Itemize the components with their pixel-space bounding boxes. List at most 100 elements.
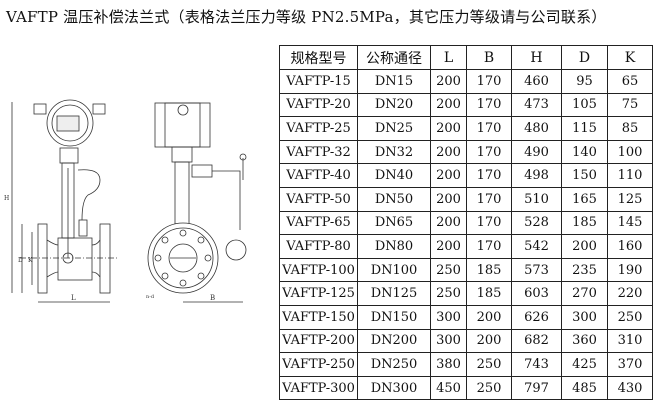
table-cell: DN20 [357,92,431,118]
dim-b-label: B [210,294,215,302]
table-cell: 105 [561,92,608,118]
table-row: VAFTP-50 DN50 200 170 510 165 125 [279,186,653,212]
table-cell: DN15 [357,69,431,94]
table-cell: 125 [607,186,653,212]
table-cell: 200 [430,163,467,188]
table-cell: 200 [430,92,467,118]
table-row: VAFTP-200 DN200 300 200 682 360 310 [279,328,653,354]
side-view: B n-d [146,102,247,303]
header-b: B [466,45,512,70]
table-cell: 573 [511,257,562,283]
table-row: VAFTP-40 DN40 200 170 498 150 110 [279,163,653,188]
table-cell: DN25 [357,116,431,141]
table-cell: 528 [511,210,562,236]
table-row: VAFTP-300 DN300 450 250 797 485 430 [279,375,653,401]
table-row: VAFTP-150 DN150 300 200 626 300 250 [279,304,653,330]
table-cell: 165 [561,186,608,212]
table-cell: 220 [607,281,653,306]
table-cell: VAFTP-125 [279,281,358,306]
table-cell: 150 [561,163,608,188]
header-l: L [430,45,467,70]
table-header-row: 规格型号 公称通径 L B H D K [279,45,653,70]
dim-nd-label: n-d [146,294,155,300]
table-cell: VAFTP-15 [279,69,358,94]
table-cell: 145 [607,210,653,236]
table-cell: 200 [430,186,467,212]
table-cell: 380 [430,352,467,377]
table-cell: 170 [466,186,512,212]
table-cell: 190 [607,257,653,283]
table-cell: 300 [430,304,467,330]
table-cell: VAFTP-40 [279,163,358,188]
flowmeter-drawing: H D K L B n-d [4,99,247,303]
table-cell: 250 [607,304,653,330]
table-cell: 250 [430,281,467,306]
table-cell: 450 [430,375,467,401]
table-cell: 185 [466,257,512,283]
table-cell: 300 [430,328,467,354]
table-cell: 115 [561,116,608,141]
table-cell: 200 [561,234,608,259]
front-view: H D K L [4,99,118,303]
dim-k-label: K [28,257,33,264]
table-cell: 797 [511,375,562,401]
table-cell: 200 [430,116,467,141]
table-cell: VAFTP-25 [279,116,358,141]
table-cell: 170 [466,163,512,188]
table-cell: 185 [466,281,512,306]
table-cell: DN65 [357,210,431,236]
table-cell: 110 [607,163,653,188]
table-row: VAFTP-32 DN32 200 170 490 140 100 [279,139,653,165]
table-cell: 170 [466,210,512,236]
table-cell: 140 [561,139,608,165]
table-cell: 270 [561,281,608,306]
table-cell: 65 [607,69,653,94]
table-cell: 170 [466,92,512,118]
table-cell: 370 [607,352,653,377]
table-cell: 235 [561,257,608,283]
table-row: VAFTP-250 DN250 380 250 743 425 370 [279,352,653,377]
header-model: 规格型号 [279,45,358,70]
table-cell: DN50 [357,186,431,212]
table-cell: 250 [466,375,512,401]
table-cell: 170 [466,69,512,94]
table-cell: 200 [430,234,467,259]
table-cell: DN100 [357,257,431,283]
table-cell: DN40 [357,163,431,188]
table-cell: 300 [561,304,608,330]
dim-d-label: D [18,257,23,264]
table-cell: 460 [511,69,562,94]
table-cell: 200 [430,69,467,94]
table-cell: VAFTP-65 [279,210,358,236]
header-h: H [511,45,562,70]
table-cell: VAFTP-100 [279,257,358,283]
table-cell: VAFTP-20 [279,92,358,118]
header-d: D [561,45,608,70]
table-row: VAFTP-80 DN80 200 170 542 200 160 [279,234,653,259]
table-cell: DN32 [357,139,431,165]
table-cell: 160 [607,234,653,259]
dim-l-label: L [71,294,76,302]
table-cell: 473 [511,92,562,118]
table-cell: 170 [466,234,512,259]
header-nominal-diameter: 公称通径 [357,45,431,70]
table-cell: VAFTP-32 [279,139,358,165]
header-k: K [607,45,653,70]
table-cell: 485 [561,375,608,401]
table-row: VAFTP-100 DN100 250 185 573 235 190 [279,257,653,283]
table-cell: VAFTP-300 [279,375,358,401]
table-cell: 360 [561,328,608,354]
table-row: VAFTP-65 DN65 200 170 528 185 145 [279,210,653,236]
table-cell: 250 [430,257,467,283]
table-cell: 310 [607,328,653,354]
table-cell: DN125 [357,281,431,306]
table-cell: VAFTP-150 [279,304,358,330]
table-cell: 85 [607,116,653,141]
spec-table: 规格型号 公称通径 L B H D K VAFTP-15 DN15 200 170 46… [279,45,653,401]
table-cell: DN150 [357,304,431,330]
table-cell: 200 [430,139,467,165]
table-cell: 682 [511,328,562,354]
table-cell: 200 [466,304,512,330]
table-cell: VAFTP-200 [279,328,358,354]
table-cell: 743 [511,352,562,377]
